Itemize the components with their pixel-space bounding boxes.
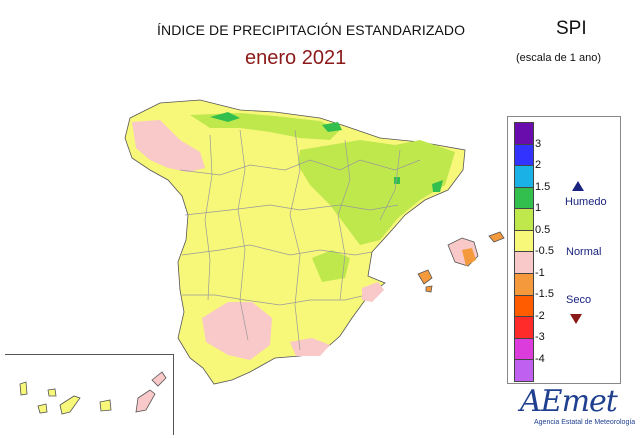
legend-swatch-4	[515, 209, 533, 231]
legend-label-normal: Normal	[566, 246, 602, 258]
island-gran-canaria	[99, 399, 112, 412]
aemet-logo: AEmet Agencia Estatal de Meteorología	[520, 384, 636, 434]
island-la-palma	[19, 381, 28, 396]
legend: 3 2 1.5 1 0.5 -0.5 -1 -1.5 -2 -3 -4	[507, 116, 621, 384]
very-wet-catalonia	[432, 180, 443, 192]
legend-swatch-3	[515, 187, 533, 210]
legend-swatch-2	[515, 166, 533, 188]
legend-tick-label: 0.5	[535, 223, 551, 236]
legend-swatch-0	[515, 123, 533, 145]
canary-islands	[19, 371, 167, 415]
legend-swatch-6	[515, 252, 533, 275]
scale-note: (escala de 1 ano)	[516, 52, 601, 64]
legend-tick-label: -0.5	[535, 245, 554, 257]
dry-zone-south	[290, 338, 330, 356]
province-borders	[179, 129, 421, 351]
island-lanzarote	[151, 371, 167, 387]
island-la-gomera	[47, 388, 57, 397]
very-wet-spot-ne	[394, 177, 400, 184]
legend-swatch-8	[515, 295, 533, 318]
aemet-logo-text: AEmet	[520, 384, 618, 419]
index-name: SPI	[556, 18, 587, 39]
legend-tick-label: 1.5	[535, 180, 551, 193]
very-wet-basque	[322, 122, 342, 132]
legend-swatch-7	[515, 274, 533, 296]
legend-tick-label: -4	[535, 352, 545, 365]
island-el-hierro	[37, 403, 48, 414]
legend-swatch-9	[515, 317, 533, 339]
island-mallorca-east	[462, 248, 476, 266]
aemet-logo-subtitle: Agencia Estatal de Meteorología	[534, 419, 636, 426]
legend-tick-label: -3	[535, 331, 545, 343]
island-fuerteventura	[135, 389, 156, 413]
legend-tick-label: 1	[535, 202, 542, 214]
legend-swatch-1	[515, 144, 533, 167]
map-title: ÍNDICE DE PRECIPITACIÓN ESTANDARIZADO	[157, 22, 466, 38]
island-menorca	[488, 231, 505, 243]
island-ibiza	[417, 269, 433, 285]
dry-zone-galicia	[132, 120, 205, 172]
dry-arrow-icon	[570, 314, 582, 324]
dry-zone-southeast	[362, 282, 384, 302]
canary-inset-frame	[5, 354, 174, 435]
legend-tick-label: -1.5	[535, 288, 554, 300]
legend-label-wet: Humedo	[565, 196, 607, 208]
island-tenerife	[59, 395, 81, 415]
legend-tick-label: -2	[535, 309, 545, 322]
legend-swatch-10	[515, 338, 533, 361]
dry-zone-andalucia	[202, 302, 272, 360]
very-wet-cantabria	[210, 112, 240, 122]
legend-tick-label: 2	[535, 159, 542, 171]
wet-zone-levante	[312, 250, 350, 282]
map-subtitle-date: enero 2021	[245, 47, 347, 69]
legend-ticks: 3 2 1.5 1 0.5 -0.5 -1 -1.5 -2 -3 -4	[535, 122, 565, 380]
wet-arrow-icon	[572, 181, 584, 191]
legend-swatch-11	[515, 360, 533, 381]
legend-color-scale	[514, 122, 534, 382]
legend-swatch-5	[515, 230, 533, 253]
legend-tick-label: 3	[535, 137, 542, 150]
legend-tick-label: -1	[535, 266, 545, 279]
wet-zone-ebro	[298, 140, 455, 245]
legend-label-dry: Seco	[566, 294, 592, 306]
island-formentera	[425, 285, 433, 293]
